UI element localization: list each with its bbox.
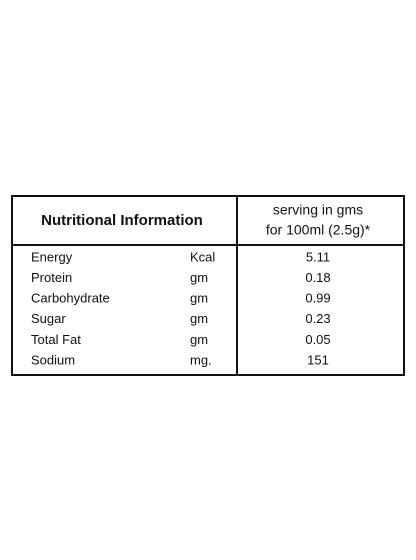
nutrient-unit: gm: [190, 270, 208, 285]
header-serving: serving in gms: [273, 202, 363, 218]
nutrient-unit: gm: [190, 291, 208, 306]
nutrient-name: Protein: [31, 270, 72, 285]
table-border: [11, 195, 405, 376]
nutrient-unit: gm: [190, 311, 208, 326]
nutrient-unit: gm: [190, 332, 208, 347]
nutrient-value: 0.99: [305, 291, 330, 306]
nutrient-value: 0.23: [305, 311, 330, 326]
nutrient-unit: Kcal: [190, 249, 215, 264]
nutrient-name: Carbohydrate: [31, 291, 110, 306]
header-title: Nutritional Information: [41, 212, 203, 229]
nutrient-value: 0.05: [305, 332, 330, 347]
nutrient-name: Total Fat: [31, 332, 81, 347]
nutrient-unit: mg.: [190, 352, 212, 367]
nutrient-name: Sodium: [31, 352, 75, 367]
nutrient-value: 5.11: [306, 249, 330, 264]
header-serving: for 100ml (2.5g)*: [266, 222, 371, 238]
nutrient-value: 151: [307, 352, 329, 367]
nutrient-value: 0.18: [305, 270, 330, 285]
nutrient-name: Sugar: [31, 311, 66, 326]
nutrient-name: Energy: [31, 249, 73, 264]
